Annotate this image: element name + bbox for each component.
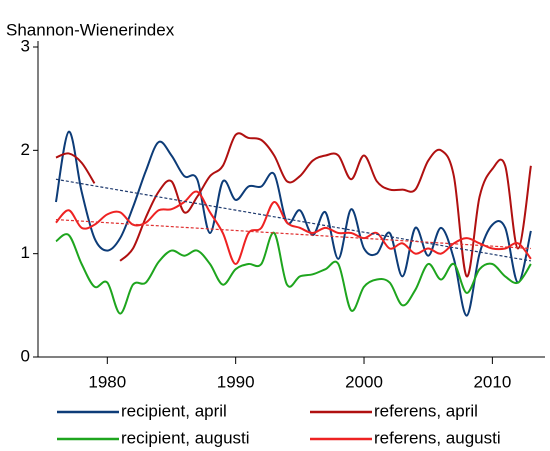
x-tick-label: 1980	[88, 372, 126, 391]
x-tick-label: 1990	[217, 372, 255, 391]
y-tick-label: 2	[21, 140, 30, 159]
legend-label: recipient, april	[121, 401, 227, 420]
trend-line	[55, 218, 531, 250]
y-tick-label: 3	[21, 36, 30, 55]
chart-title: Shannon-Wienerindex	[6, 20, 175, 39]
legend-label: referens, augusti	[374, 428, 501, 447]
data-line	[55, 132, 532, 278]
y-tick-label: 1	[21, 243, 30, 262]
legend-label: referens, april	[374, 401, 478, 420]
trend-line	[55, 178, 531, 262]
y-tick-label: 0	[21, 346, 30, 365]
legend-label: recipient, augusti	[121, 428, 250, 447]
x-tick-label: 2010	[473, 372, 511, 391]
data-line	[55, 231, 532, 315]
x-tick-label: 2000	[345, 372, 383, 391]
